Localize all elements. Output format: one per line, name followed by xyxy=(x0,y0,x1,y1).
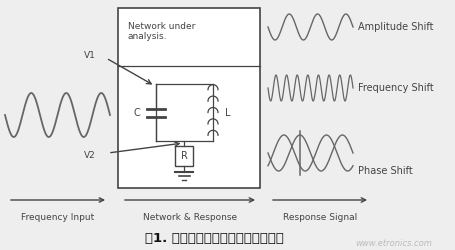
Bar xyxy=(175,146,193,166)
Text: L: L xyxy=(224,108,230,118)
Bar xyxy=(118,8,259,188)
Text: Network & Response: Network & Response xyxy=(142,213,237,222)
Text: Phase Shift: Phase Shift xyxy=(357,166,412,176)
Text: C: C xyxy=(133,108,140,118)
Text: Frequency Input: Frequency Input xyxy=(21,213,95,222)
Text: Response Signal: Response Signal xyxy=(282,213,356,222)
Text: www.etronics.com: www.etronics.com xyxy=(354,240,431,248)
Text: Amplitude Shift: Amplitude Shift xyxy=(357,22,433,32)
Text: Frequency Shift: Frequency Shift xyxy=(357,83,433,93)
Text: 图1. 具有复数阻抗特性的传感器模型: 图1. 具有复数阻抗特性的传感器模型 xyxy=(145,232,283,244)
Text: Network under
analysis.: Network under analysis. xyxy=(128,22,195,42)
Text: V2: V2 xyxy=(84,150,96,160)
Text: V1: V1 xyxy=(84,52,96,60)
Text: R: R xyxy=(181,151,187,161)
